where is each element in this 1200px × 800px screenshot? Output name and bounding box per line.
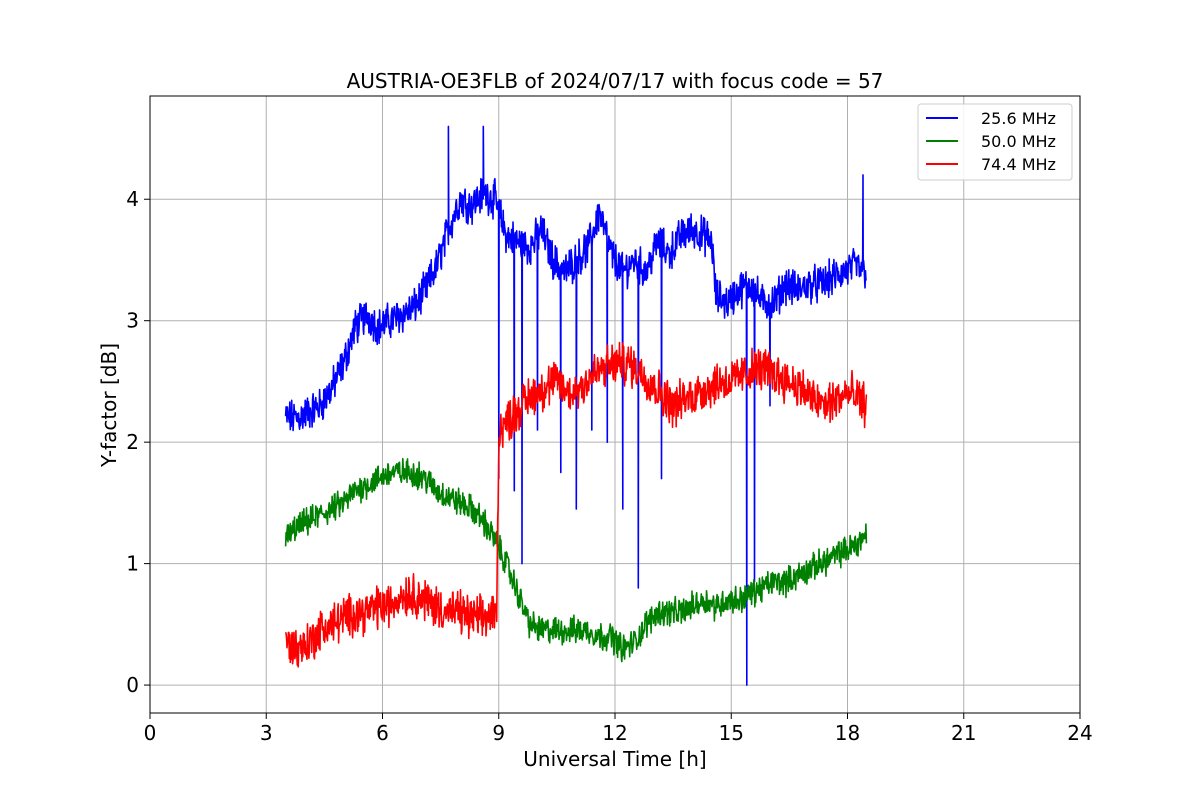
- series-line-25-6-mhz: [284, 125, 868, 686]
- legend-box: [917, 103, 1073, 181]
- y-tick-label-4: 4: [126, 187, 139, 211]
- y-axis-label: Y-factor [dB]: [97, 343, 121, 468]
- legend-label-1: 50.0 MHz: [981, 132, 1056, 151]
- chart-title: AUSTRIA-OE3FLB of 2024/07/17 with focus …: [347, 69, 884, 93]
- legend-label-0: 25.6 MHz: [981, 109, 1056, 128]
- y-tick-label-1: 1: [126, 552, 139, 576]
- plot-area: [284, 125, 868, 686]
- x-tick-label-6: 18: [835, 721, 860, 745]
- y-tick-label-0: 0: [126, 673, 139, 697]
- x-tick-label-4: 12: [602, 721, 627, 745]
- y-axis: 0 1 2 3 4: [126, 187, 150, 697]
- y-tick-label-3: 3: [126, 309, 139, 333]
- x-axis: 0 3 6 9 12 15 18 21 24: [144, 713, 1093, 745]
- legend-label-2: 74.4 MHz: [981, 155, 1056, 174]
- x-axis-label: Universal Time [h]: [523, 747, 706, 771]
- series-line-50-0-mhz: [284, 457, 868, 663]
- y-tick-label-2: 2: [126, 430, 139, 454]
- x-tick-label-1: 3: [260, 721, 273, 745]
- x-tick-label-3: 9: [492, 721, 505, 745]
- x-tick-label-2: 6: [376, 721, 389, 745]
- grid: [149, 96, 1081, 713]
- x-tick-label-0: 0: [144, 721, 157, 745]
- x-tick-label-8: 24: [1067, 721, 1092, 745]
- series-line-74-4-mhz: [284, 341, 868, 668]
- legend: 25.6 MHz 50.0 MHz 74.4 MHz: [917, 103, 1073, 181]
- x-tick-label-5: 15: [719, 721, 744, 745]
- x-tick-label-7: 21: [951, 721, 976, 745]
